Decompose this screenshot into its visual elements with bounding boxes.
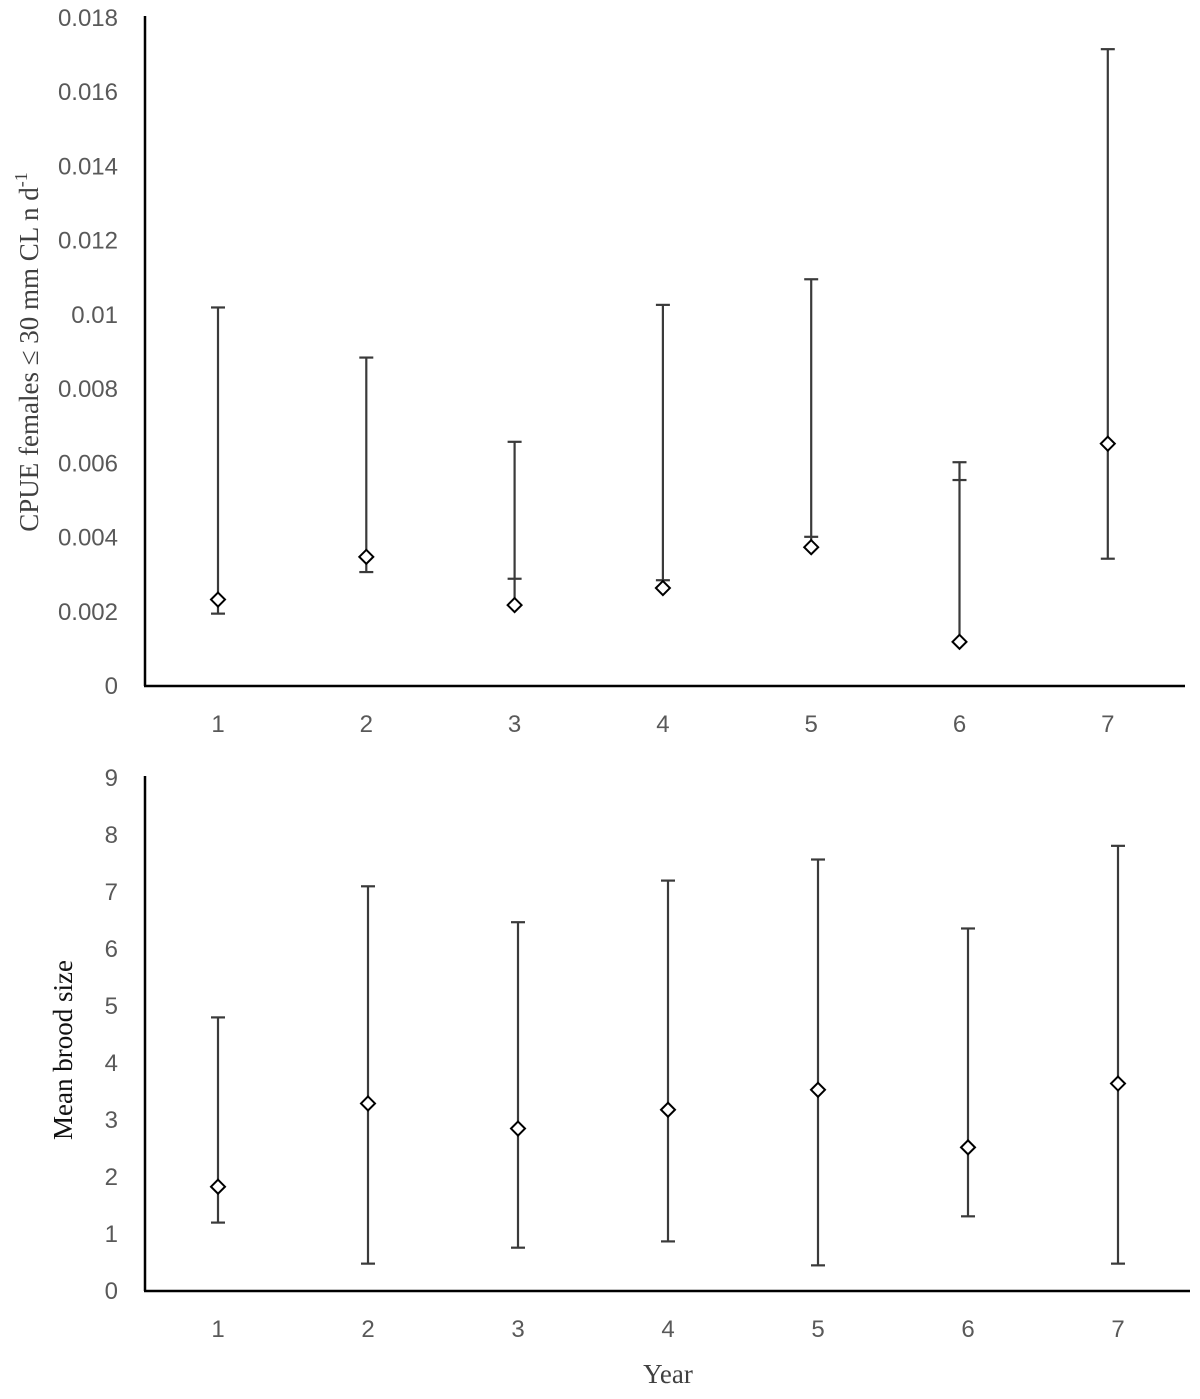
brood-size-panel: 0 1 2 3 4 5 6 7 8 9 1 2 3 4 5 6 7 Mean brood size Year <box>48 765 1190 1389</box>
data-point <box>509 1120 527 1137</box>
x-tick-label: 5 <box>805 711 818 738</box>
error-bar <box>211 306 225 615</box>
data-point <box>357 548 375 566</box>
data-point <box>959 1138 977 1156</box>
x-tick-label: 3 <box>508 711 521 738</box>
error-bar <box>1100 48 1115 560</box>
y-tick-label: 7 <box>105 879 118 906</box>
data-point <box>654 579 672 597</box>
y-tick-label: 0.008 <box>58 376 118 403</box>
y-tick-label: 0.002 <box>58 599 118 626</box>
data-point <box>1099 435 1117 453</box>
y-axis-title-text: Mean brood size <box>48 960 78 1140</box>
error-bar <box>1111 844 1125 1265</box>
error-bar <box>359 356 374 574</box>
y-tick-label: 6 <box>105 936 118 963</box>
data-point <box>359 1095 377 1112</box>
data-point <box>809 1081 827 1099</box>
data-point <box>1109 1075 1127 1092</box>
x-tick-label: 1 <box>211 711 224 738</box>
y-axis-title-text: CPUE females ≤ 30 mm CL n d <box>14 187 44 532</box>
x-tick-label: 3 <box>511 1316 524 1343</box>
x-tick-label: 2 <box>360 711 373 738</box>
y-tick-label: 1 <box>105 1221 118 1248</box>
y-tick-label: 0 <box>105 673 118 700</box>
x-tick-label: 7 <box>1101 711 1114 738</box>
y-tick-label: 4 <box>105 1050 118 1077</box>
y-tick-label: 8 <box>105 822 118 849</box>
y-axis-title: Mean brood size <box>48 960 78 1140</box>
error-bar <box>961 927 975 1218</box>
y-tick-label: 0.016 <box>58 79 118 106</box>
error-bar <box>655 303 670 589</box>
y-tick-label: 9 <box>105 765 118 792</box>
error-bar <box>507 440 522 606</box>
x-tick-label: 5 <box>811 1316 824 1343</box>
error-bar <box>804 278 819 548</box>
error-bar <box>661 879 675 1243</box>
y-tick-label: 0.006 <box>58 450 118 477</box>
y-tick-label: 0.004 <box>58 525 118 552</box>
y-tick-label: 0.012 <box>58 228 118 255</box>
data-point <box>209 1178 227 1196</box>
y-tick-label: 0.014 <box>58 153 118 180</box>
data-point <box>802 538 820 556</box>
x-tick-label: 7 <box>1111 1316 1124 1343</box>
y-tick-label: 0.01 <box>71 302 118 329</box>
data-point <box>659 1101 677 1119</box>
y-tick-label: 0.018 <box>58 5 118 32</box>
error-bar <box>361 885 375 1265</box>
x-tick-label: 6 <box>953 711 966 738</box>
x-tick-label: 4 <box>661 1316 674 1343</box>
data-point <box>209 591 227 608</box>
data-point <box>951 633 968 651</box>
x-tick-label: 2 <box>361 1316 374 1343</box>
error-bar <box>811 858 825 1267</box>
y-tick-label: 5 <box>105 993 118 1020</box>
y-tick-label: 0 <box>105 1278 118 1305</box>
x-tick-label: 1 <box>211 1316 224 1343</box>
cpue-panel: 0 0.002 0.004 0.006 0.008 0.01 0.012 0.014 0.016… <box>11 5 1185 738</box>
y-axis-title: CPUE females ≤ 30 mm CL n d-1 <box>11 172 44 532</box>
x-tick-label: 4 <box>656 711 669 738</box>
y-tick-label: 2 <box>105 1164 118 1191</box>
y-axis-title-superscript: -1 <box>11 172 31 187</box>
y-tick-label: 3 <box>105 1107 118 1134</box>
data-point <box>506 596 524 614</box>
error-bar <box>952 461 967 642</box>
error-bar <box>511 921 525 1249</box>
x-tick-label: 6 <box>961 1316 974 1343</box>
x-axis-title: Year <box>643 1359 693 1389</box>
